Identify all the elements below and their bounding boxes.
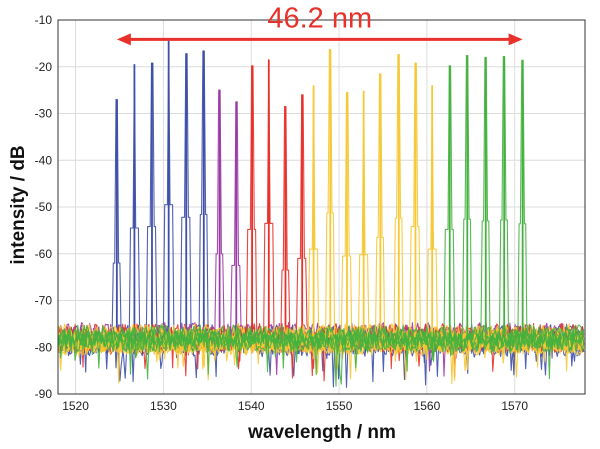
y-tick-label: -50 <box>35 200 53 214</box>
span-annotation: 46.2 nm <box>116 2 523 46</box>
y-tick-label: -20 <box>35 60 53 74</box>
x-tick-label: 1560 <box>414 399 441 413</box>
y-tick-label: -30 <box>35 107 53 121</box>
x-tick-label: 1570 <box>501 399 528 413</box>
spectrum-trace <box>57 59 585 385</box>
x-tick-label: 1520 <box>62 399 89 413</box>
span-arrow-head-right <box>508 33 523 46</box>
y-axis-label: intensity / dB <box>8 145 29 264</box>
x-tick-label: 1530 <box>150 399 177 413</box>
y-tick-label: -60 <box>35 247 53 261</box>
plot-border <box>57 19 586 395</box>
y-tick-label: -80 <box>35 340 53 354</box>
spectral-traces <box>57 40 585 388</box>
span-annotation-label: 46.2 nm <box>267 2 372 34</box>
y-tick-label: -90 <box>35 387 53 401</box>
x-tick-label: 1550 <box>326 399 353 413</box>
x-tick-label: 1540 <box>238 399 265 413</box>
grid <box>58 19 585 395</box>
y-tick-labels: -90 -80 -70 -60 -50 -40 -30 -20 -10 <box>35 13 53 401</box>
span-arrow-head-left <box>116 33 131 46</box>
x-tick-labels: 1520 1530 1540 1550 1560 1570 <box>62 399 528 413</box>
y-tick-label: -40 <box>35 153 53 167</box>
y-tick-label: -70 <box>35 294 53 308</box>
y-tick-label: -10 <box>35 13 53 27</box>
plot-frame <box>57 19 586 395</box>
x-axis-label: wavelength / nm <box>247 422 396 443</box>
